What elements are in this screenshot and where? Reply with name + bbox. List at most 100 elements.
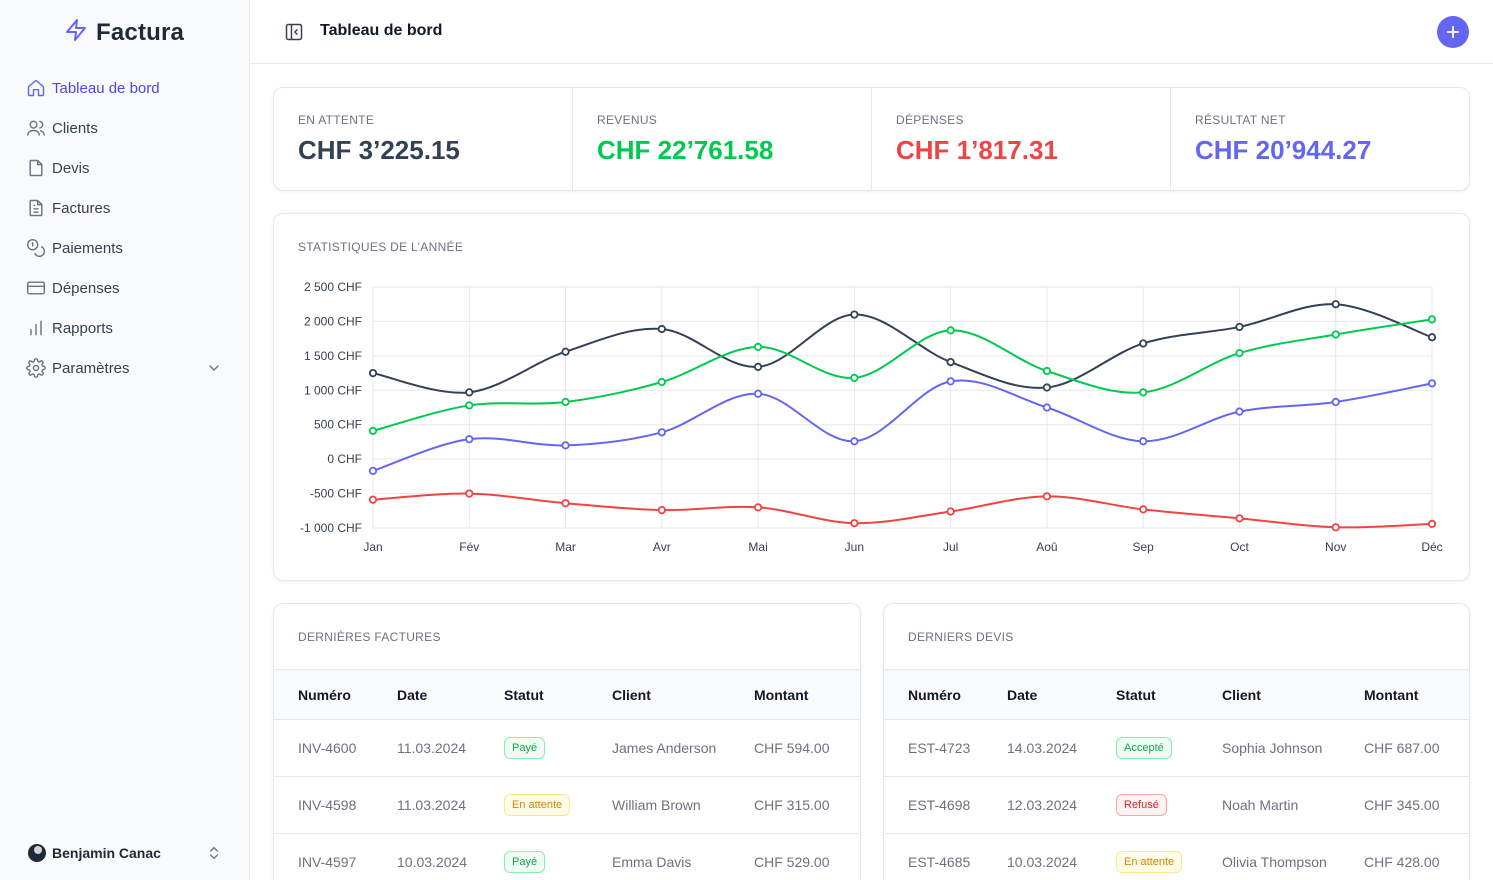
sidebar-toggle-icon[interactable]: [284, 22, 304, 42]
x-tick-label: Mar: [555, 540, 576, 554]
data-point: [946, 326, 955, 335]
data-point: [1427, 315, 1437, 324]
data-point: [1235, 407, 1244, 416]
x-tick-label: Mai: [748, 540, 767, 554]
quote-number: EST-4698: [884, 776, 1007, 834]
quote-client: Noah Martin: [1222, 776, 1364, 834]
quotes-table: Numéro Date Statut Client Montant EST-47…: [884, 669, 1469, 880]
column-header[interactable]: Statut: [1116, 669, 1222, 720]
sidebar-item-label: Dépenses: [52, 279, 120, 297]
table-row[interactable]: EST-4685 10.03.2024 En attente Olivia Th…: [884, 833, 1469, 880]
sidebar-item-settings[interactable]: Paramètres: [18, 352, 232, 384]
invoice-number: INV-4597: [274, 833, 397, 880]
data-point: [850, 519, 859, 528]
sidebar-item-label: Factures: [52, 199, 111, 217]
x-tick-label: Jun: [845, 540, 864, 554]
y-tick-label: 1 500 CHF: [304, 349, 362, 363]
data-point: [561, 347, 570, 356]
avatar: [28, 844, 46, 862]
column-header[interactable]: Numéro: [884, 669, 1007, 720]
table-row[interactable]: EST-4723 14.03.2024 Accepté Sophia Johns…: [884, 719, 1469, 777]
brand[interactable]: Factura: [64, 18, 184, 47]
data-point: [1331, 300, 1340, 309]
quote-number: EST-4685: [884, 833, 1007, 880]
table-row[interactable]: INV-4598 11.03.2024 En attente William B…: [274, 776, 860, 834]
invoices-card: DERNIÈRES FACTURES Numéro Date Statut Cl…: [273, 603, 861, 880]
sidebar: Factura Tableau de bord Clients Devis Fa…: [0, 0, 250, 880]
invoice-date: 10.03.2024: [397, 833, 504, 880]
column-header[interactable]: Numéro: [274, 669, 397, 720]
sidebar-item-expenses[interactable]: Dépenses: [18, 272, 232, 304]
quote-date: 14.03.2024: [1007, 719, 1116, 777]
stat-label: RÉSULTAT NET: [1195, 113, 1286, 127]
invoice-date: 11.03.2024: [397, 776, 504, 834]
bar-chart-icon: [26, 318, 46, 338]
quotes-card: DERNIERS DEVIS Numéro Date Statut Client…: [883, 603, 1470, 880]
table-row[interactable]: EST-4698 12.03.2024 Refusé Noah Martin C…: [884, 776, 1469, 834]
data-point: [753, 362, 763, 371]
sidebar-item-payments[interactable]: Paiements: [18, 232, 232, 264]
sidebar-item-label: Devis: [52, 159, 90, 177]
user-menu[interactable]: Benjamin Canac: [28, 844, 222, 862]
sidebar-item-dashboard[interactable]: Tableau de bord: [18, 72, 232, 104]
stat-value: CHF 22’761.58: [597, 135, 774, 165]
data-point: [465, 435, 474, 444]
column-header[interactable]: Montant: [754, 669, 860, 720]
data-point: [368, 495, 378, 504]
data-point: [1042, 403, 1052, 412]
stat-expenses: DÉPENSES CHF 1’817.31: [872, 88, 1171, 190]
invoice-amount: CHF 529.00: [754, 833, 860, 880]
table-row[interactable]: INV-4597 10.03.2024 Payé Emma Davis CHF …: [274, 833, 860, 880]
data-point: [1042, 492, 1052, 501]
column-header[interactable]: Date: [397, 669, 504, 720]
status-badge: Payé: [504, 737, 546, 759]
stat-value: CHF 20’944.27: [1195, 135, 1372, 165]
sidebar-item-clients[interactable]: Clients: [18, 112, 232, 144]
x-tick-label: Sep: [1133, 540, 1155, 554]
data-point: [946, 357, 955, 367]
column-header[interactable]: Client: [1222, 669, 1364, 720]
table-row[interactable]: INV-4600 11.03.2024 Payé James Anderson …: [274, 719, 860, 777]
status-badge: Refusé: [1116, 794, 1167, 816]
data-point: [657, 324, 666, 334]
column-header[interactable]: Client: [612, 669, 754, 720]
invoice-number: INV-4600: [274, 719, 397, 777]
sidebar-item-label: Paramètres: [52, 359, 130, 377]
data-point: [1331, 523, 1340, 532]
data-point: [850, 310, 859, 319]
sidebar-item-label: Rapports: [52, 319, 113, 337]
status-badge: Accepté: [1116, 737, 1172, 759]
stats-card: EN ATTENTE CHF 3’225.15 REVENUS CHF 22’7…: [273, 87, 1470, 191]
data-point: [561, 441, 570, 450]
data-point: [1139, 505, 1148, 514]
invoice-number: INV-4598: [274, 776, 397, 834]
data-point: [561, 499, 570, 508]
data-point: [1235, 514, 1244, 523]
sidebar-item-reports[interactable]: Rapports: [18, 312, 232, 344]
column-header[interactable]: Statut: [504, 669, 612, 720]
data-point: [657, 505, 666, 515]
quote-date: 12.03.2024: [1007, 776, 1116, 834]
status-badge: En attente: [504, 794, 571, 816]
invoices-title: DERNIÈRES FACTURES: [298, 630, 441, 644]
file-text-icon: [26, 198, 46, 218]
sidebar-item-quotes[interactable]: Devis: [18, 152, 232, 184]
data-point: [1042, 366, 1052, 376]
data-point: [1427, 519, 1437, 528]
stat-revenue: REVENUS CHF 22’761.58: [573, 88, 872, 190]
series-line: [372, 379, 1433, 472]
status-badge: Payé: [504, 851, 546, 873]
sidebar-item-invoices[interactable]: Factures: [18, 192, 232, 224]
y-tick-label: 2 000 CHF: [304, 314, 362, 328]
series-line: [372, 318, 1433, 432]
invoice-client: James Anderson: [612, 719, 754, 777]
invoice-date: 11.03.2024: [397, 719, 504, 777]
data-point: [850, 437, 859, 446]
home-icon: [26, 78, 46, 98]
add-button[interactable]: [1437, 16, 1469, 48]
data-point: [946, 377, 955, 386]
column-header[interactable]: Date: [1007, 669, 1116, 720]
quote-client: Olivia Thompson: [1222, 833, 1364, 880]
column-header[interactable]: Montant: [1364, 669, 1469, 720]
stat-label: DÉPENSES: [896, 113, 964, 127]
